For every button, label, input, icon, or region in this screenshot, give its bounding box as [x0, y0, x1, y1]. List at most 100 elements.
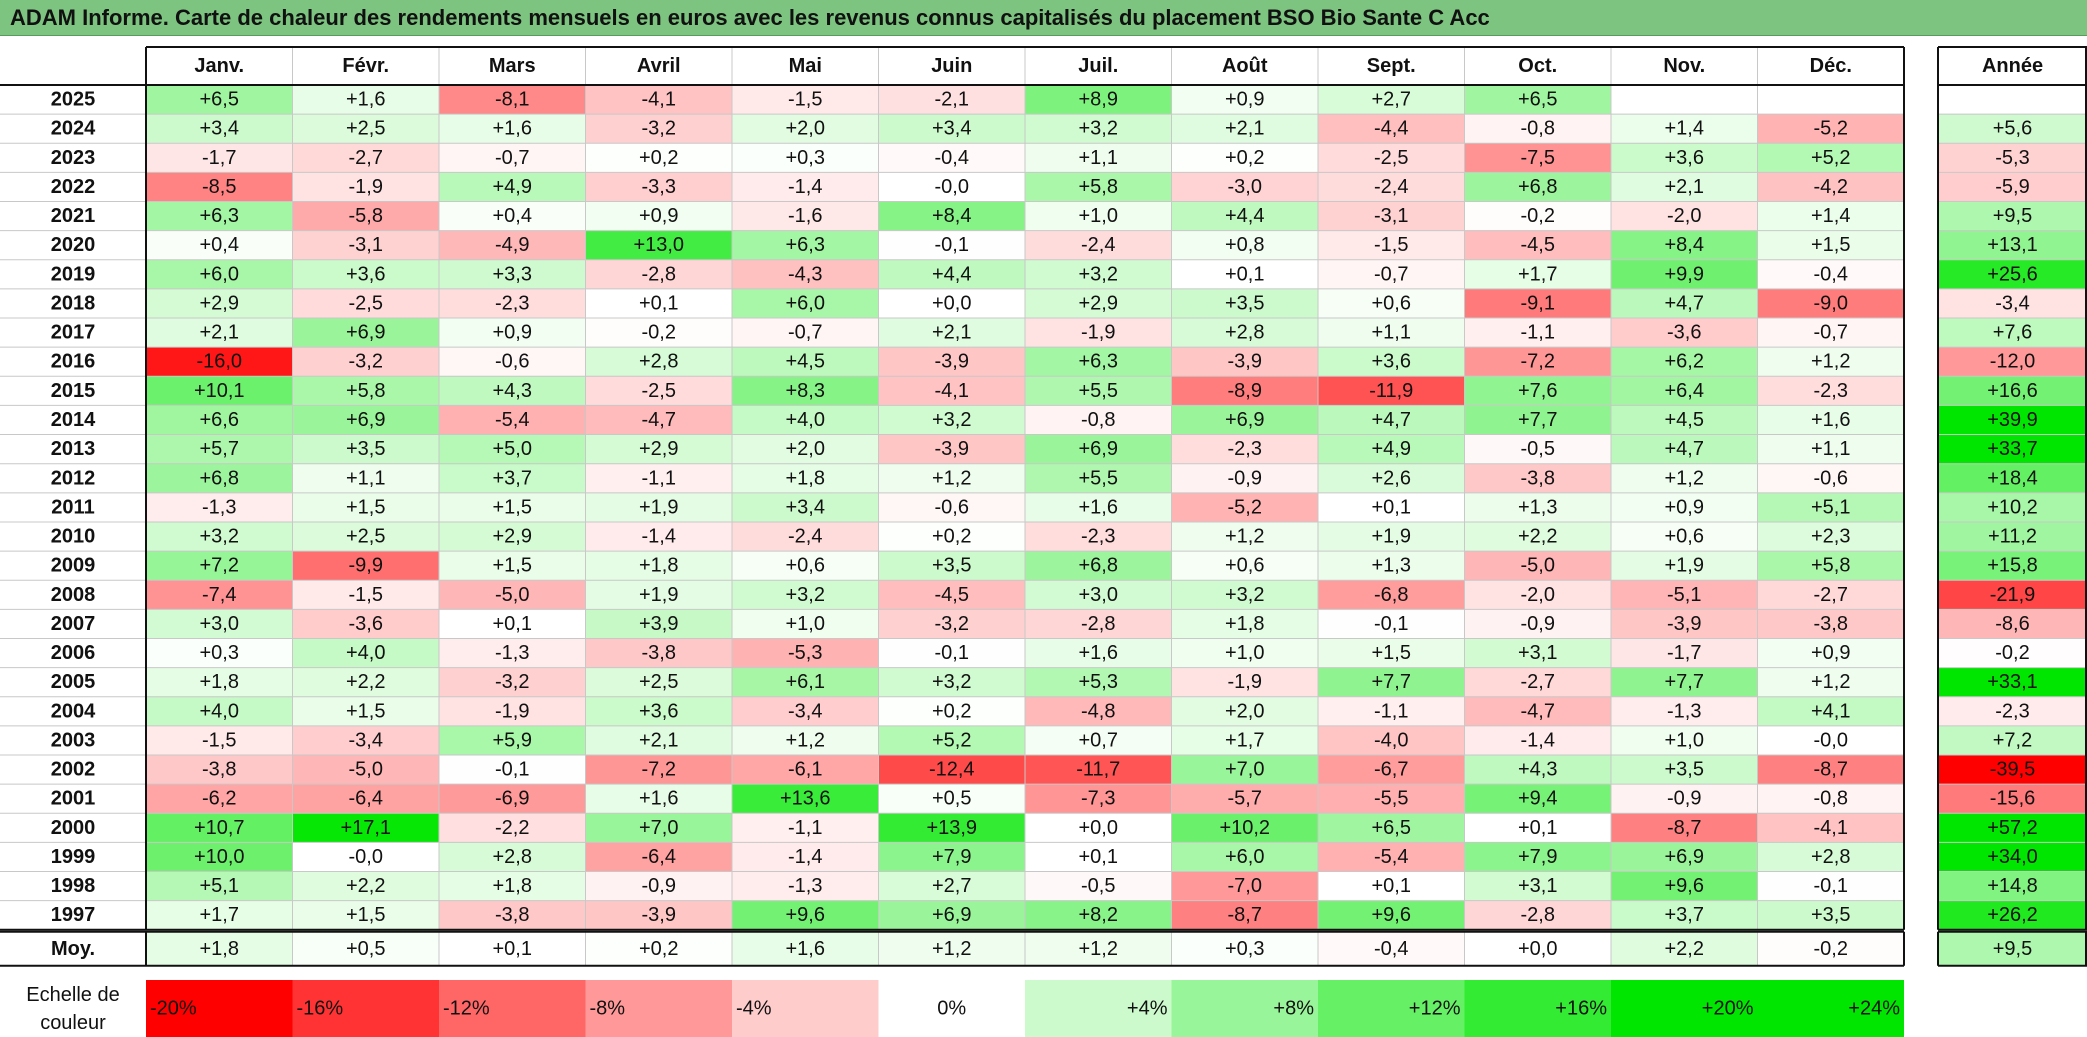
annual-cell-value: +7,6 — [1993, 322, 2032, 344]
heat-cell-value: +2,1 — [1665, 176, 1704, 198]
heat-cell-value: +2,7 — [1372, 89, 1411, 111]
heat-cell-value: -7,3 — [1081, 788, 1115, 810]
heat-cell — [878, 871, 1025, 901]
heat-cell — [1757, 551, 1904, 581]
heat-cell-value: -8,9 — [1228, 380, 1262, 402]
heat-cell — [1757, 114, 1904, 144]
heat-cell-value: -3,6 — [349, 613, 383, 635]
heat-cell — [439, 376, 586, 406]
heat-cell-value: +0,5 — [932, 788, 971, 810]
heat-cell — [439, 85, 586, 115]
annual-cell — [1938, 376, 2087, 406]
heat-cell — [1171, 551, 1318, 581]
heat-cell-value: +3,6 — [346, 263, 385, 285]
heat-cell — [146, 318, 293, 348]
heat-cell-value: +2,8 — [1811, 846, 1850, 868]
heat-cell-value: +2,1 — [1225, 118, 1264, 140]
heat-cell — [439, 347, 586, 377]
heat-cell-value: +8,4 — [1665, 234, 1704, 256]
heat-cell-value: +3,5 — [1811, 904, 1850, 926]
heat-cell — [146, 696, 293, 726]
heat-cell-value: +0,9 — [1665, 496, 1704, 518]
heat-cell — [1318, 667, 1465, 697]
heat-cell — [732, 347, 879, 377]
heat-cell-value: +1,3 — [1372, 555, 1411, 577]
heat-cell — [878, 667, 1025, 697]
heat-cell-value: -3,2 — [642, 118, 676, 140]
heat-cell-value: +4,7 — [1665, 438, 1704, 460]
heat-cell — [292, 667, 439, 697]
heat-cell — [1318, 900, 1465, 930]
average-cell — [1171, 931, 1318, 966]
heat-cell — [1318, 114, 1465, 144]
heat-cell-value: +1,5 — [346, 904, 385, 926]
heat-cell-value: +1,5 — [493, 496, 532, 518]
heat-cell-value: +6,3 — [200, 205, 239, 227]
heat-cell-value: -2,4 — [1374, 176, 1408, 198]
heat-cell — [1318, 609, 1465, 639]
heat-cell-value: +3,5 — [932, 555, 971, 577]
heat-cell — [585, 580, 732, 610]
heat-cell — [439, 143, 586, 173]
heat-cell — [732, 784, 879, 814]
heat-cell-value: -1,9 — [495, 700, 529, 722]
annual-cell — [1938, 754, 2087, 785]
year-label: 2023 — [51, 147, 96, 169]
color-scale-label: Echelle de — [26, 984, 119, 1006]
heat-cell-value: +0,4 — [493, 205, 532, 227]
heat-cell-value: +0,1 — [1372, 875, 1411, 897]
heat-cell — [1025, 754, 1172, 785]
heat-cell — [292, 85, 439, 115]
heat-cell-value: -0,0 — [935, 176, 969, 198]
heat-cell — [585, 172, 732, 202]
heat-cell-value: +4,0 — [200, 700, 239, 722]
heat-cell-value: +0,2 — [932, 526, 971, 548]
heat-cell — [439, 463, 586, 493]
annual-cell-value: +34,0 — [1987, 846, 2038, 868]
heat-cell — [1025, 609, 1172, 639]
heat-cell-value: +3,1 — [1518, 642, 1557, 664]
heat-cell-value: +3,5 — [1665, 759, 1704, 781]
heat-cell — [1171, 463, 1318, 493]
heat-cell-value: +9,6 — [786, 904, 825, 926]
heat-cell — [439, 900, 586, 930]
average-cell — [1611, 931, 1758, 966]
heat-cell-value: -0,7 — [1374, 263, 1408, 285]
heat-cell-value: +3,6 — [1372, 351, 1411, 373]
heat-cell — [1171, 347, 1318, 377]
average-cell-value: -0,4 — [1374, 938, 1408, 960]
heat-cell — [878, 288, 1025, 319]
heat-cell-value: +4,0 — [346, 642, 385, 664]
heat-cell — [292, 230, 439, 260]
heat-cell — [1611, 405, 1758, 435]
heat-cell-value: -7,5 — [1521, 147, 1555, 169]
heat-cell-value: +7,7 — [1665, 671, 1704, 693]
heat-cell-value: +10,0 — [194, 846, 245, 868]
heat-cell — [1025, 85, 1172, 115]
heat-cell — [1318, 201, 1465, 231]
heat-cell — [732, 754, 879, 785]
heat-cell-value: +3,5 — [346, 438, 385, 460]
heat-cell — [732, 201, 879, 231]
heat-cell-value: +3,7 — [493, 467, 532, 489]
heat-cell — [732, 288, 879, 319]
heat-cell — [1025, 114, 1172, 144]
annual-cell — [1938, 521, 2087, 552]
heat-cell-value: +5,7 — [200, 438, 239, 460]
heat-cell — [585, 230, 732, 260]
heat-cell-value: -1,1 — [1521, 322, 1555, 344]
heat-cell — [878, 580, 1025, 610]
heat-cell — [1318, 405, 1465, 435]
heat-cell-value: +9,6 — [1372, 904, 1411, 926]
heat-cell-value: +3,2 — [200, 526, 239, 548]
heat-cell — [439, 492, 586, 522]
heat-cell-value: +2,0 — [786, 118, 825, 140]
heat-cell-value: -3,4 — [349, 729, 383, 751]
annual-cell-value: +57,2 — [1987, 817, 2038, 839]
heat-cell-value: +0,6 — [1665, 526, 1704, 548]
heat-cell-value: -3,8 — [495, 904, 529, 926]
average-cell-value: +1,8 — [200, 938, 239, 960]
heat-cell — [1025, 842, 1172, 872]
color-scale-step-label: +24% — [1848, 998, 1900, 1020]
heat-cell-value: +5,5 — [1079, 467, 1118, 489]
